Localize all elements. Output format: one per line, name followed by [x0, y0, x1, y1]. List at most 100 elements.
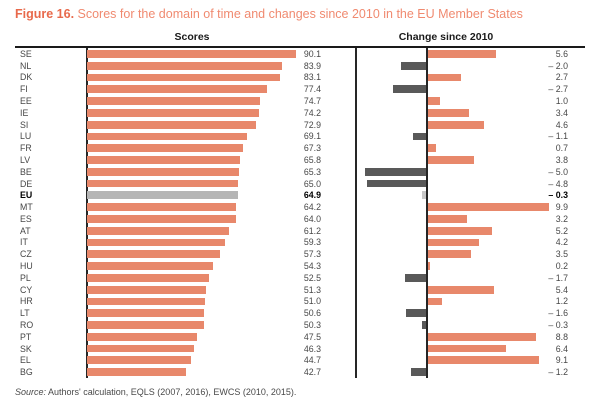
score-bar — [87, 226, 229, 235]
score-bar — [87, 238, 225, 247]
change-bar — [422, 191, 426, 200]
change-value: 4.6 — [555, 119, 568, 130]
score-value: 44.7 — [303, 355, 321, 366]
score-value: 51.3 — [303, 284, 321, 295]
change-bar — [412, 132, 426, 141]
score-value: 90.1 — [303, 48, 321, 59]
country-label: RO — [20, 319, 34, 330]
change-value: – 5.0 — [548, 166, 568, 177]
change-bar — [427, 120, 485, 129]
figure-title-text: Scores for the domain of time and change… — [74, 7, 523, 21]
score-value: 64.9 — [303, 190, 321, 201]
change-bar — [427, 332, 536, 341]
country-label: IE — [20, 107, 29, 118]
change-bar — [427, 144, 437, 153]
change-bar — [392, 85, 426, 94]
country-label: CZ — [20, 249, 32, 260]
chart-row-fr: FR 67.3 0.7 — [0, 142, 600, 154]
score-value: 77.4 — [303, 84, 321, 95]
change-value: – 1.6 — [548, 308, 568, 319]
score-value: 47.5 — [303, 331, 321, 342]
score-value: 46.3 — [303, 343, 321, 354]
change-bar — [364, 167, 426, 176]
change-value: – 2.0 — [548, 60, 568, 71]
change-value: 0.2 — [555, 261, 568, 272]
chart-row-hr: HR 51.0 1.2 — [0, 296, 600, 308]
source-note: Source: Authors' calculation, EQLS (2007… — [15, 387, 590, 397]
change-bar — [427, 297, 443, 306]
chart-row-lu: LU 69.1 – 1.1 — [0, 131, 600, 143]
change-value: – 1.1 — [548, 131, 568, 142]
country-label: EU — [20, 190, 33, 201]
score-value: 42.7 — [303, 367, 321, 378]
score-bar — [87, 61, 282, 70]
chart-row-pl: PL 52.5 – 1.7 — [0, 272, 600, 284]
country-label: CY — [20, 284, 33, 295]
country-label: LU — [20, 131, 32, 142]
change-bar — [427, 238, 480, 247]
change-panel-header: Change since 2010 — [398, 31, 494, 43]
chart-row-mt: MT 64.2 9.9 — [0, 201, 600, 213]
score-bar — [87, 108, 260, 117]
country-label: LT — [20, 308, 30, 319]
change-value: – 0.3 — [548, 319, 568, 330]
chart-row-bg: BG 42.7 – 1.2 — [0, 366, 600, 378]
source-text: Authors' calculation, EQLS (2007, 2016),… — [46, 387, 297, 397]
chart-row-si: SI 72.9 4.6 — [0, 119, 600, 131]
score-value: 65.3 — [303, 166, 321, 177]
change-bar — [427, 203, 550, 211]
chart-row-cy: CY 51.3 5.4 — [0, 284, 600, 296]
chart-row-es: ES 64.0 3.2 — [0, 213, 600, 225]
score-bar — [87, 203, 236, 211]
change-bar — [367, 179, 426, 188]
scores-panel-header: Scores — [174, 31, 210, 43]
change-value: 5.2 — [555, 225, 568, 236]
score-bar — [87, 368, 187, 376]
country-label: IT — [20, 237, 28, 248]
change-bar — [427, 226, 492, 235]
change-value: – 1.2 — [548, 367, 568, 378]
chart-row-el: EL 44.7 9.1 — [0, 354, 600, 366]
figure-title-number: Figure 16. — [15, 7, 75, 21]
change-value: 2.7 — [555, 72, 568, 83]
change-bar — [427, 356, 540, 365]
score-bar — [87, 262, 213, 270]
chart-row-fi: FI 77.4 – 2.7 — [0, 83, 600, 95]
score-bar — [87, 297, 206, 306]
country-label: LV — [20, 154, 31, 165]
score-value: 50.6 — [303, 308, 321, 319]
change-value: 4.2 — [555, 237, 568, 248]
score-value: 83.9 — [303, 60, 321, 71]
country-label: FR — [20, 143, 32, 154]
country-label: EE — [20, 96, 32, 107]
country-label: SK — [20, 343, 32, 354]
header-rule — [15, 46, 585, 48]
change-bar — [427, 344, 507, 353]
change-bar — [427, 215, 467, 223]
change-bar — [427, 108, 470, 117]
change-zero-axis-line — [426, 48, 428, 378]
chart-row-ie: IE 74.2 3.4 — [0, 107, 600, 119]
score-value: 54.3 — [303, 261, 321, 272]
chart-row-lv: LV 65.8 3.8 — [0, 154, 600, 166]
score-bar — [87, 356, 191, 365]
scores-axis-line — [86, 48, 88, 378]
score-bar — [87, 167, 239, 176]
change-value: 8.8 — [555, 331, 568, 342]
country-label: SI — [20, 119, 29, 130]
score-value: 59.3 — [303, 237, 321, 248]
score-value: 65.8 — [303, 154, 321, 165]
change-bar — [427, 285, 494, 294]
score-value: 52.5 — [303, 272, 321, 283]
chart-row-cz: CZ 57.3 3.5 — [0, 248, 600, 260]
change-value: 5.4 — [555, 284, 568, 295]
change-value: 9.9 — [555, 202, 568, 213]
country-label: PT — [20, 331, 32, 342]
change-bar — [411, 368, 426, 376]
change-value: – 4.8 — [548, 178, 568, 189]
score-value: 51.0 — [303, 296, 321, 307]
country-label: DK — [20, 72, 33, 83]
chart-row-hu: HU 54.3 0.2 — [0, 260, 600, 272]
change-value: 3.5 — [555, 249, 568, 260]
country-label: HR — [20, 296, 33, 307]
